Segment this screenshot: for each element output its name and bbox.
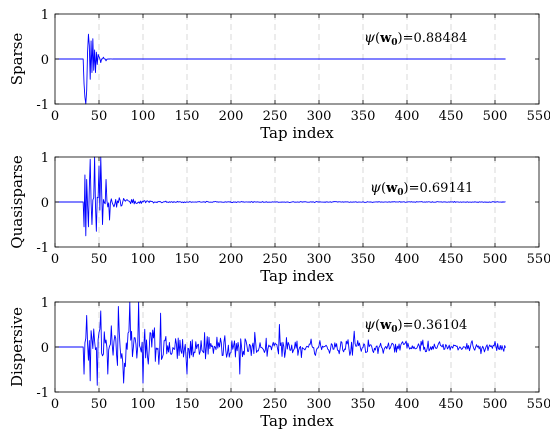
y-axis-title: Quasisparse xyxy=(8,155,26,249)
x-tick-label: 150 xyxy=(175,252,200,267)
x-tick-label: 450 xyxy=(439,109,464,124)
x-tick-label: 100 xyxy=(131,397,156,412)
x-tick-label: 500 xyxy=(483,397,508,412)
x-tick-label: 0 xyxy=(51,109,59,124)
x-tick-label: 250 xyxy=(263,109,288,124)
y-tick-label: -1 xyxy=(36,241,49,256)
y-axis-title: Dispersive xyxy=(8,307,26,387)
x-tick-label: 550 xyxy=(527,109,550,124)
x-tick-label: 400 xyxy=(395,397,420,412)
x-tick-label: 550 xyxy=(527,397,550,412)
x-tick-label: 50 xyxy=(91,109,108,124)
x-axis-title: Tap index xyxy=(260,412,334,430)
y-tick-label: -1 xyxy=(36,386,49,401)
x-tick-label: 100 xyxy=(131,252,156,267)
series-line xyxy=(55,156,506,237)
x-tick-label: 50 xyxy=(91,252,108,267)
y-tick-label: 0 xyxy=(41,53,49,68)
x-tick-label: 150 xyxy=(175,397,200,412)
x-axis-title: Tap index xyxy=(260,124,334,142)
x-tick-label: 200 xyxy=(219,397,244,412)
x-tick-label: 250 xyxy=(263,252,288,267)
x-tick-label: 0 xyxy=(51,397,59,412)
series-line xyxy=(55,301,506,386)
x-tick-label: 350 xyxy=(351,109,376,124)
x-tick-label: 450 xyxy=(439,252,464,267)
panel-dispersive: 0 50 100 150 200 250 300 350 400 450 500 550-101Tap… xyxy=(8,296,550,430)
x-tick-label: 350 xyxy=(351,252,376,267)
y-tick-label: 1 xyxy=(41,151,49,166)
x-tick-label: 500 xyxy=(483,109,508,124)
x-tick-label: 400 xyxy=(395,109,420,124)
x-tick-label: 300 xyxy=(307,252,332,267)
y-axis-title: Sparse xyxy=(8,33,26,86)
x-tick-label: 300 xyxy=(307,397,332,412)
x-tick-label: 150 xyxy=(175,109,200,124)
x-tick-label: 0 xyxy=(51,252,59,267)
x-tick-label: 200 xyxy=(219,109,244,124)
y-tick-label: 1 xyxy=(41,8,49,23)
y-tick-label: 0 xyxy=(41,196,49,211)
x-axis-title: Tap index xyxy=(260,267,334,285)
psi-annotation: ψ(w0)=0.88484 xyxy=(364,30,467,48)
x-tick-label: 500 xyxy=(483,252,508,267)
x-tick-label: 50 xyxy=(91,397,108,412)
x-tick-label: 450 xyxy=(439,397,464,412)
x-tick-label: 250 xyxy=(263,397,288,412)
x-tick-label: 350 xyxy=(351,397,376,412)
x-tick-label: 300 xyxy=(307,109,332,124)
x-tick-label: 100 xyxy=(131,109,156,124)
x-tick-label: 200 xyxy=(219,252,244,267)
psi-annotation: ψ(w0)=0.69141 xyxy=(370,180,473,198)
y-tick-label: 1 xyxy=(41,296,49,311)
panel-sparse: 0 50 100 150 200 250 300 350 400 450 500 550-101Tap… xyxy=(8,8,550,142)
x-tick-label: 550 xyxy=(527,252,550,267)
psi-annotation: ψ(w0)=0.36104 xyxy=(364,317,467,335)
y-tick-label: -1 xyxy=(36,98,49,113)
panel-quasisparse: 0 50 100 150 200 250 300 350 400 450 500 550-101Tap… xyxy=(8,151,550,285)
series-line xyxy=(55,33,506,105)
y-tick-label: 0 xyxy=(41,341,49,356)
x-tick-label: 400 xyxy=(395,252,420,267)
